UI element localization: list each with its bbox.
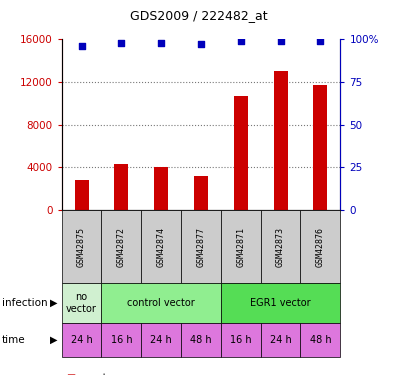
Text: GSM42873: GSM42873 xyxy=(276,226,285,267)
Point xyxy=(118,40,125,46)
Text: GSM42872: GSM42872 xyxy=(117,226,126,267)
Text: no
vector: no vector xyxy=(66,292,97,314)
Text: GSM42875: GSM42875 xyxy=(77,226,86,267)
Text: time: time xyxy=(2,335,25,345)
Text: GSM42877: GSM42877 xyxy=(197,226,205,267)
Text: GSM42874: GSM42874 xyxy=(157,226,166,267)
Text: 24 h: 24 h xyxy=(150,335,172,345)
Point xyxy=(198,42,204,48)
Bar xyxy=(274,71,287,210)
Bar xyxy=(194,176,208,210)
Bar xyxy=(314,85,328,210)
Point xyxy=(238,38,244,44)
Text: ▶: ▶ xyxy=(50,298,57,308)
Text: 48 h: 48 h xyxy=(310,335,331,345)
Point xyxy=(78,43,85,49)
Text: 24 h: 24 h xyxy=(270,335,291,345)
Text: 16 h: 16 h xyxy=(230,335,252,345)
Bar xyxy=(154,167,168,210)
Point xyxy=(158,40,164,46)
Text: ■: ■ xyxy=(66,373,75,375)
Text: GSM42876: GSM42876 xyxy=(316,226,325,267)
Bar xyxy=(115,164,129,210)
Text: control vector: control vector xyxy=(127,298,195,308)
Text: GSM42871: GSM42871 xyxy=(236,226,245,267)
Text: ▶: ▶ xyxy=(50,335,57,345)
Text: 48 h: 48 h xyxy=(190,335,212,345)
Point xyxy=(277,38,284,44)
Bar xyxy=(234,96,248,210)
Point xyxy=(317,38,324,44)
Text: GDS2009 / 222482_at: GDS2009 / 222482_at xyxy=(130,9,268,22)
Text: 16 h: 16 h xyxy=(111,335,132,345)
Text: count: count xyxy=(80,373,107,375)
Text: EGR1 vector: EGR1 vector xyxy=(250,298,311,308)
Text: 24 h: 24 h xyxy=(71,335,92,345)
Bar xyxy=(75,180,89,210)
Text: infection: infection xyxy=(2,298,48,308)
